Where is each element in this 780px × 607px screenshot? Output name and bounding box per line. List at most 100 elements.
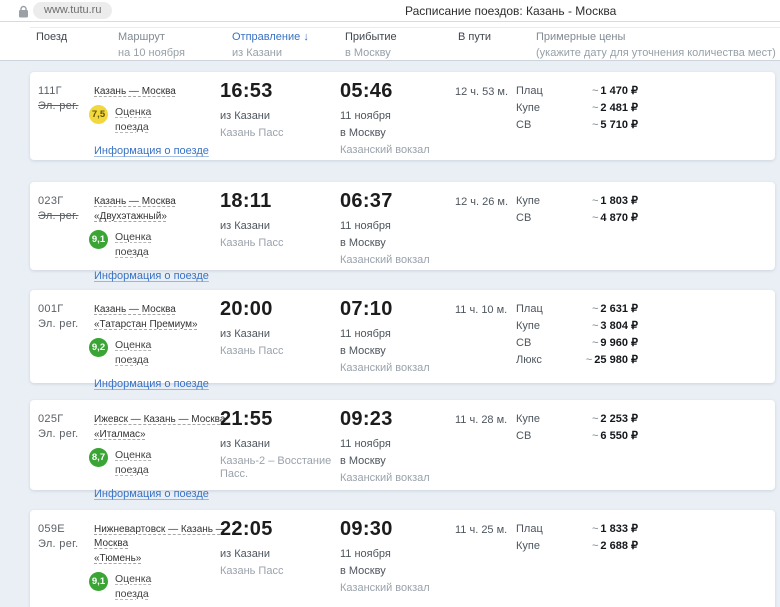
train-number: 111Г bbox=[38, 85, 62, 97]
approx-sign: ~ bbox=[591, 212, 599, 224]
rating-row: 8,7 Оценка поезда bbox=[89, 448, 228, 478]
approx-sign: ~ bbox=[591, 303, 599, 315]
price-row: Купе ~3 804 ₽ bbox=[516, 320, 638, 332]
route-link[interactable]: Нижневартовск — Казань — Москва bbox=[94, 524, 226, 549]
route-link[interactable]: Ижевск — Казань — Москва bbox=[94, 414, 226, 425]
route-link[interactable]: Казань — Москва bbox=[94, 196, 176, 207]
seat-class: Купе bbox=[516, 320, 540, 332]
arrival-time: 07:10 bbox=[340, 298, 393, 320]
departure-label: из Казани bbox=[220, 110, 271, 122]
header-top-divider bbox=[30, 27, 780, 28]
prices-block: Купе ~1 803 ₽ СВ ~4 870 ₽ bbox=[516, 195, 638, 229]
rating-label[interactable]: Оценка поезда bbox=[115, 573, 152, 601]
train-id-block: 111Г Эл. рег. bbox=[38, 85, 78, 112]
rating-badge[interactable]: 7,5 bbox=[89, 105, 108, 124]
departure-time: 22:05 bbox=[220, 518, 273, 540]
rating-label[interactable]: Оценка поезда bbox=[115, 231, 152, 259]
rating-row: 9,1 Оценка поезда bbox=[89, 230, 228, 260]
train-info-link[interactable]: Информация о поезде bbox=[94, 145, 209, 158]
departure-time: 21:55 bbox=[220, 408, 273, 430]
price-value: ~2 253 ₽ bbox=[591, 413, 638, 425]
address-bar-url[interactable]: www.tutu.ru bbox=[33, 2, 113, 19]
train-name[interactable]: «Италмас» bbox=[94, 429, 146, 440]
arrival-block: 07:10 11 ноября в Москву Казанский вокза… bbox=[340, 298, 452, 375]
departure-station: Казань-2 – Восстание Пасс. bbox=[220, 455, 332, 480]
trip-duration: 11 ч. 10 м. bbox=[455, 304, 508, 316]
price-row: Купе ~2 253 ₽ bbox=[516, 413, 638, 425]
arrival-label: в Москву bbox=[340, 237, 386, 249]
price-value: ~4 870 ₽ bbox=[591, 212, 638, 224]
departure-time: 20:00 bbox=[220, 298, 273, 320]
rating-badge[interactable]: 8,7 bbox=[89, 448, 108, 467]
sort-by-departure[interactable]: Отправление ↓ bbox=[232, 31, 309, 43]
price-value: ~1 833 ₽ bbox=[591, 523, 638, 535]
train-name[interactable]: «Тюмень» bbox=[94, 553, 142, 564]
approx-sign: ~ bbox=[591, 430, 599, 442]
rating-badge[interactable]: 9,1 bbox=[89, 572, 108, 591]
arrival-station: Казанский вокзал bbox=[340, 254, 430, 266]
train-id-block: 059Е Эл. рег. bbox=[38, 523, 78, 550]
departure-block: 22:05 из Казани Казань Пасс bbox=[220, 518, 336, 578]
rating-badge[interactable]: 9,2 bbox=[89, 338, 108, 357]
column-train: Поезд bbox=[36, 31, 68, 43]
column-route: Маршрут на 10 ноября bbox=[118, 31, 185, 59]
route-block: Казань — Москва «Двухэтажный» 9,1 Оценка… bbox=[89, 195, 228, 285]
seat-class: Купе bbox=[516, 102, 540, 114]
rating-row: 7,5 Оценка поезда bbox=[89, 105, 228, 135]
seat-class: СВ bbox=[516, 337, 532, 349]
ereg-label: Эл. рег. bbox=[38, 318, 79, 330]
rating-label[interactable]: Оценка поезда bbox=[115, 106, 152, 134]
price-value: ~2 631 ₽ bbox=[591, 303, 638, 315]
arrival-date: 11 ноября bbox=[340, 110, 391, 122]
prices-block: Плац ~1 833 ₽ Купе ~2 688 ₽ bbox=[516, 523, 638, 557]
approx-sign: ~ bbox=[591, 195, 599, 207]
arrival-time: 09:30 bbox=[340, 518, 393, 540]
rating-row: 9,2 Оценка поезда bbox=[89, 338, 228, 368]
arrival-label: в Москву bbox=[340, 345, 386, 357]
approx-sign: ~ bbox=[591, 119, 599, 131]
arrival-date: 11 ноября bbox=[340, 220, 391, 232]
arrival-block: 09:30 11 ноября в Москву Казанский вокза… bbox=[340, 518, 452, 595]
train-info-link[interactable]: Информация о поезде bbox=[94, 378, 209, 391]
train-card: 111Г Эл. рег. Казань — Москва 7,5 Оценка… bbox=[30, 72, 775, 160]
route-block: Ижевск — Казань — Москва «Италмас» 8,7 О… bbox=[89, 413, 228, 503]
trip-duration: 12 ч. 53 м. bbox=[455, 86, 509, 98]
approx-sign: ~ bbox=[591, 337, 599, 349]
price-value: ~9 960 ₽ bbox=[591, 337, 638, 349]
train-info-link[interactable]: Информация о поезде bbox=[94, 270, 209, 283]
departure-label: из Казани bbox=[220, 328, 271, 340]
train-id-block: 001Г Эл. рег. bbox=[38, 303, 78, 330]
arrival-label: в Москву bbox=[340, 455, 386, 467]
rating-label[interactable]: Оценка поезда bbox=[115, 339, 152, 367]
price-row: Купе ~2 688 ₽ bbox=[516, 540, 638, 552]
departure-station: Казань Пасс bbox=[220, 565, 284, 577]
arrival-label: в Москву bbox=[340, 565, 386, 577]
rating-label[interactable]: Оценка поезда bbox=[115, 449, 152, 477]
browser-bar: www.tutu.ru Расписание поездов: Казань -… bbox=[0, 0, 780, 22]
train-info-link[interactable]: Информация о поезде bbox=[94, 488, 209, 501]
route-link[interactable]: Казань — Москва bbox=[94, 86, 176, 97]
arrival-block: 05:46 11 ноября в Москву Казанский вокза… bbox=[340, 80, 452, 157]
trip-duration: 12 ч. 26 м. bbox=[455, 196, 509, 208]
train-card: 025Г Эл. рег. Ижевск — Казань — Москва «… bbox=[30, 400, 775, 500]
sort-descending-icon: ↓ bbox=[303, 31, 309, 43]
prices-block: Плац ~1 470 ₽ Купе ~2 481 ₽ СВ ~5 710 ₽ bbox=[516, 85, 638, 136]
train-number: 059Е bbox=[38, 523, 65, 535]
seat-class: Плац bbox=[516, 85, 543, 97]
route-link[interactable]: Казань — Москва bbox=[94, 304, 176, 315]
column-duration: В пути bbox=[458, 31, 492, 43]
seat-class: Плац bbox=[516, 303, 543, 315]
price-row: Плац ~1 833 ₽ bbox=[516, 523, 638, 535]
train-name[interactable]: «Двухэтажный» bbox=[94, 211, 167, 222]
approx-sign: ~ bbox=[591, 413, 599, 425]
price-value: ~2 688 ₽ bbox=[591, 540, 638, 552]
departure-station: Казань Пасс bbox=[220, 345, 284, 357]
train-name[interactable]: «Татарстан Премиум» bbox=[94, 319, 198, 330]
departure-station: Казань Пасс bbox=[220, 127, 284, 139]
price-row: СВ ~4 870 ₽ bbox=[516, 212, 638, 224]
rating-badge[interactable]: 9,1 bbox=[89, 230, 108, 249]
train-card: 059Е Эл. рег. Нижневартовск — Казань — М… bbox=[30, 510, 775, 607]
price-row: Плац ~2 631 ₽ bbox=[516, 303, 638, 315]
seat-class: СВ bbox=[516, 430, 532, 442]
price-row: Купе ~1 803 ₽ bbox=[516, 195, 638, 207]
